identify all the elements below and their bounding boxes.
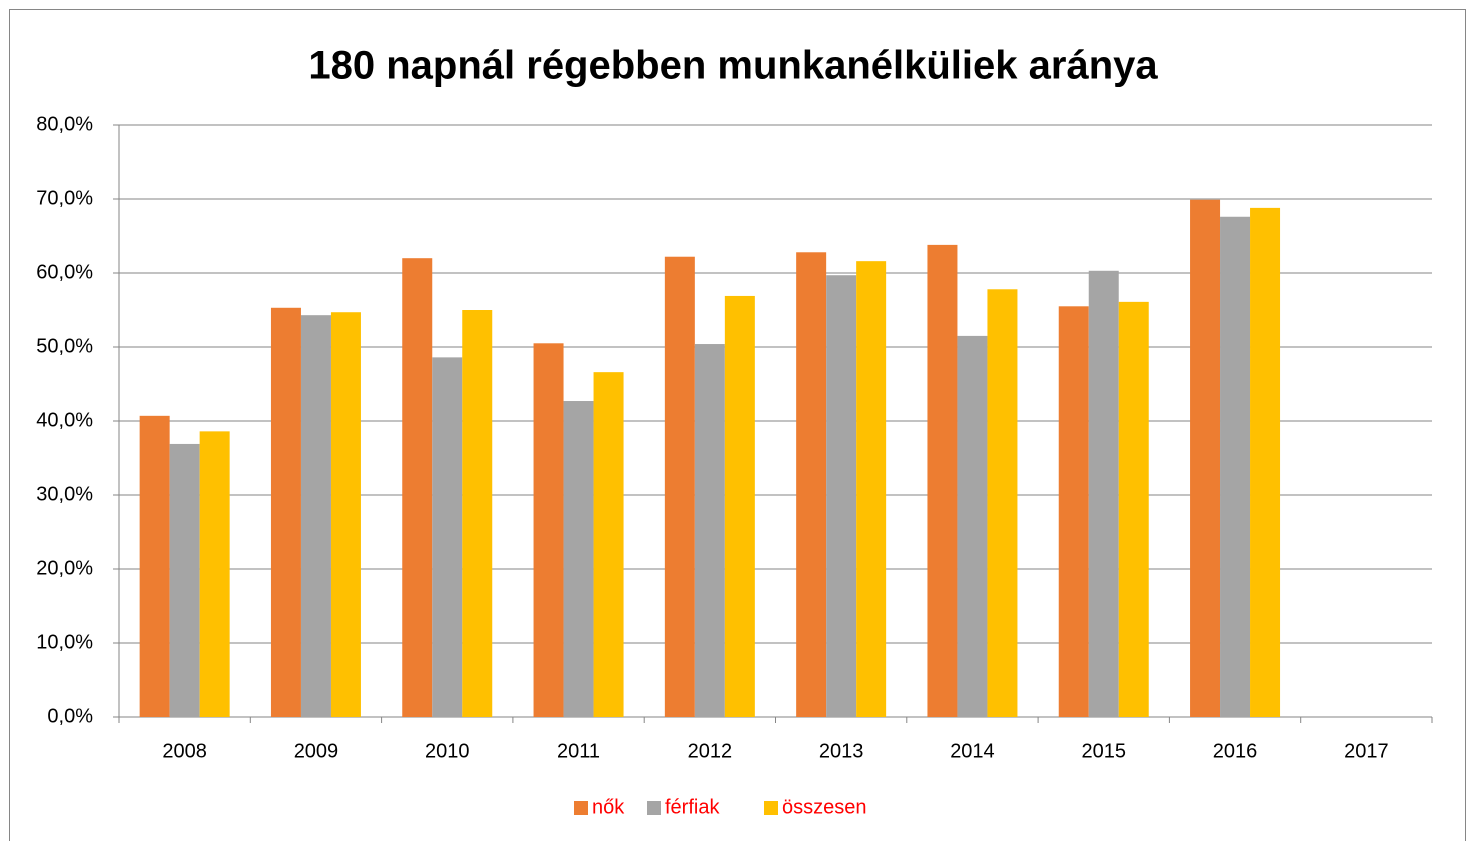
bar <box>300 315 331 717</box>
bar <box>1250 207 1281 717</box>
bar <box>462 310 493 717</box>
x-tick-label: 2013 <box>819 740 864 762</box>
x-tick-label: 2011 <box>557 740 600 762</box>
bar <box>593 372 624 717</box>
legend-swatch <box>574 801 588 815</box>
x-tick-label: 2017 <box>1344 740 1389 762</box>
y-tick-label: 80,0% <box>36 113 93 135</box>
bar <box>927 244 958 717</box>
bar <box>1190 199 1221 718</box>
y-tick-label: 20,0% <box>36 557 93 579</box>
y-tick-label: 50,0% <box>36 335 93 357</box>
legend-label: összesen <box>782 796 867 818</box>
bar <box>724 295 755 717</box>
bar <box>1118 301 1149 717</box>
x-tick-label: 2010 <box>425 740 470 762</box>
y-tick-label: 70,0% <box>36 187 93 209</box>
bar <box>199 431 230 717</box>
bar <box>1088 270 1119 717</box>
y-tick-label: 30,0% <box>36 483 93 505</box>
legend-swatch <box>647 801 661 815</box>
y-tick-label: 60,0% <box>36 261 93 283</box>
bar <box>402 258 433 717</box>
x-tick-label: 2009 <box>294 740 339 762</box>
x-tick-label: 2012 <box>688 740 733 762</box>
x-tick-label: 2014 <box>950 740 995 762</box>
bar <box>957 335 988 717</box>
bar <box>533 343 564 717</box>
bar <box>270 307 301 717</box>
bar <box>330 312 361 717</box>
legend-label: nők <box>592 796 625 818</box>
bar <box>563 401 594 717</box>
bar <box>987 289 1018 717</box>
y-tick-label: 40,0% <box>36 409 93 431</box>
bar <box>139 415 170 717</box>
y-tick-label: 10,0% <box>36 631 93 653</box>
bar <box>169 443 200 717</box>
x-tick-label: 2008 <box>162 740 207 762</box>
bar <box>694 344 725 717</box>
legend-label: férfiak <box>665 796 720 818</box>
bar <box>1058 306 1089 717</box>
bar <box>856 261 887 717</box>
bar <box>432 357 463 717</box>
bar <box>826 275 857 717</box>
x-tick-label: 2016 <box>1213 740 1258 762</box>
y-tick-label: 0,0% <box>47 705 93 727</box>
bar <box>1220 216 1251 717</box>
bar <box>664 256 695 717</box>
legend-swatch <box>764 801 778 815</box>
x-tick-label: 2015 <box>1082 740 1127 762</box>
chart-title: 180 napnál régebben munkanélküliek arány… <box>308 44 1158 88</box>
bar <box>796 252 827 717</box>
